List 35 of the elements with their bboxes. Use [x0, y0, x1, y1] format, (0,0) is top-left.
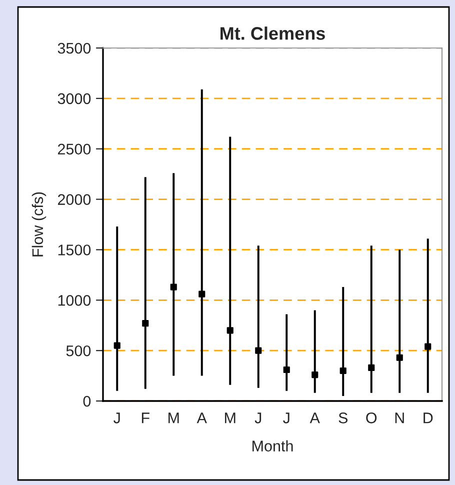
x-tick-label: F [142, 412, 150, 424]
point [198, 290, 206, 298]
point [340, 367, 346, 374]
y-tick-label: 500 [66, 345, 91, 356]
x-tick-label: N [395, 412, 404, 424]
x-tick-label: S [338, 412, 348, 424]
y-tick-label: 3000 [58, 93, 91, 104]
x-tick-label: J [114, 412, 120, 424]
x-tick-label: A [196, 412, 207, 424]
y-tick-label: 0 [83, 396, 91, 407]
y-tick-label: 2000 [58, 194, 91, 205]
x-tick-label: D [424, 412, 433, 424]
x-axis-title: Month [252, 440, 293, 452]
y-axis-title: Flow (cfs) [32, 192, 46, 256]
point [283, 366, 290, 374]
chart-title: Mt. Clemens [220, 26, 325, 40]
y-tick-label: 1000 [58, 295, 91, 306]
x-tick-label: M [168, 412, 179, 424]
point [226, 327, 234, 334]
point [396, 354, 403, 361]
y-tick-label: 3500 [58, 42, 91, 54]
x-tick-label: A [310, 412, 320, 424]
point [170, 284, 177, 290]
point [368, 364, 375, 372]
x-tick-label: M [225, 412, 236, 424]
point [114, 342, 120, 349]
point [424, 343, 432, 350]
x-tick-label: J [254, 412, 262, 424]
y-tick-label: 1500 [58, 244, 91, 256]
point [142, 320, 149, 327]
point [312, 371, 318, 378]
y-tick-label: 2500 [58, 144, 91, 155]
x-tick-label: J [283, 412, 290, 424]
point [255, 347, 262, 354]
x-tick-label: O [366, 412, 377, 424]
